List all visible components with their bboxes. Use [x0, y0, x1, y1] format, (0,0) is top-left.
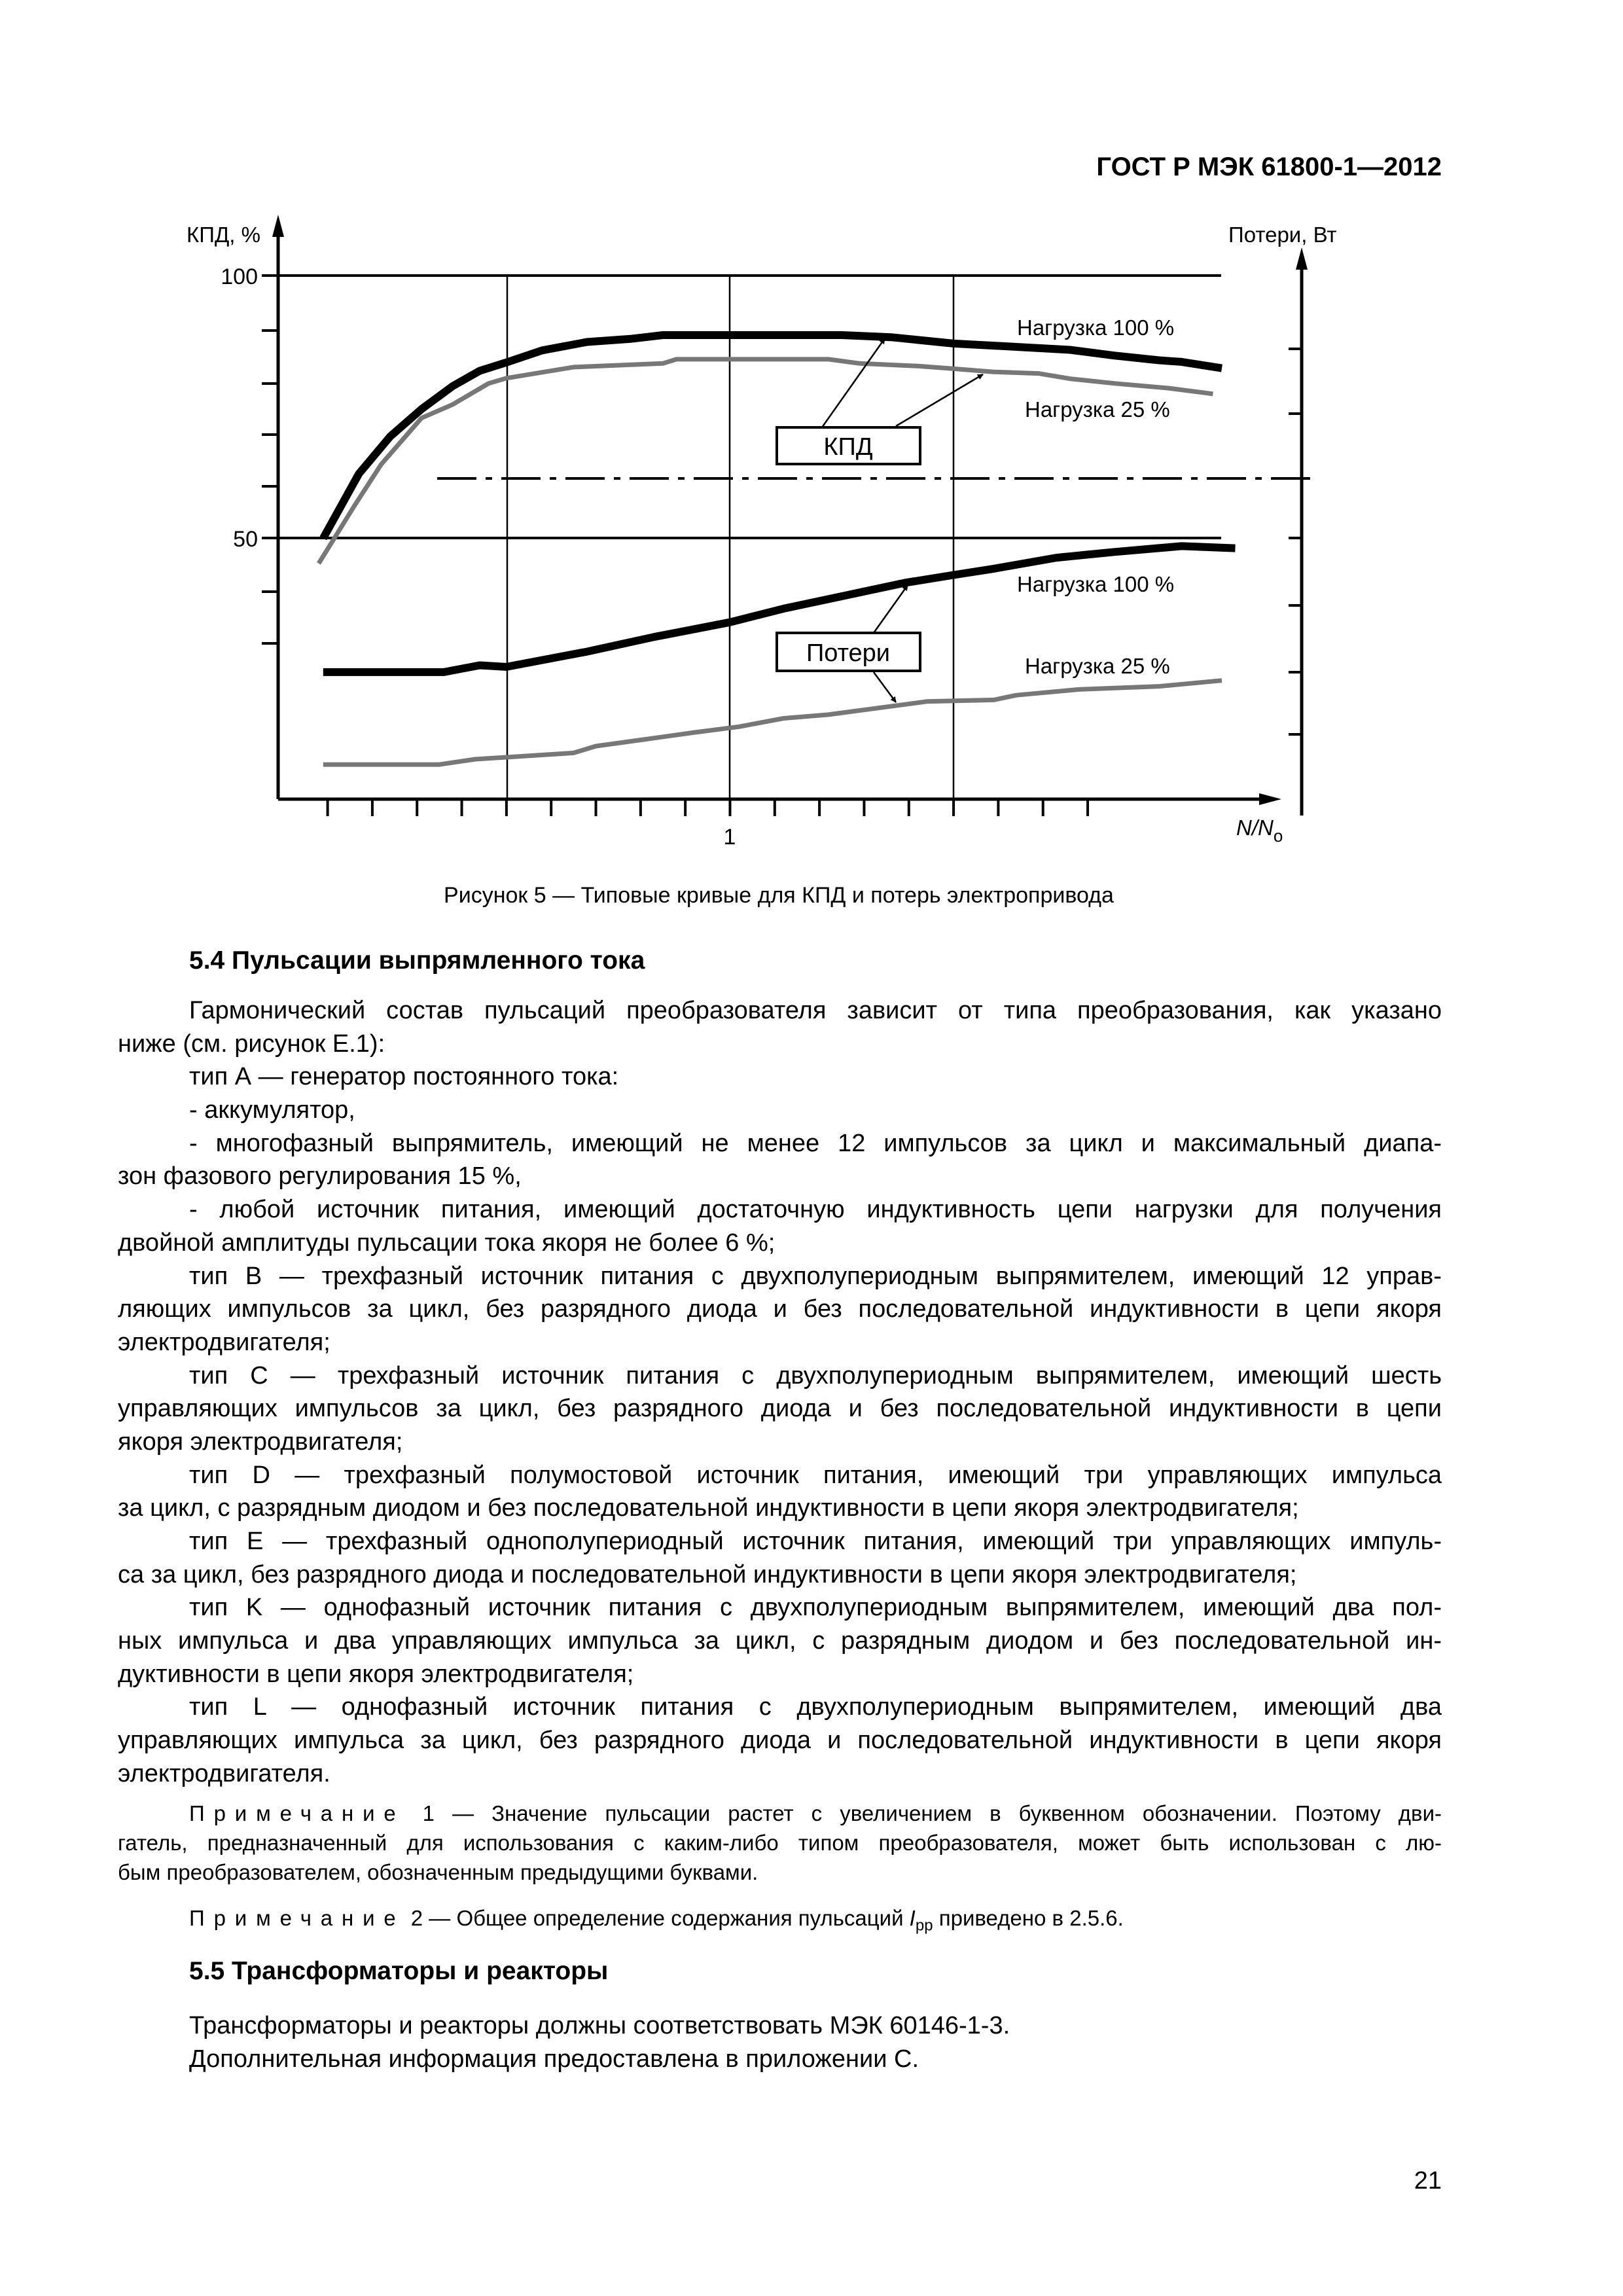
note-2-text: — Общее определение содержания пульсаций: [423, 1906, 910, 1930]
note-1-line: бым преобразователем, обозначенным преды…: [118, 1860, 758, 1884]
y-tick-label-100: 100: [221, 264, 258, 289]
paragraph-line: Дополнительная информация предоставлена …: [189, 2045, 919, 2073]
paragraph-line: тип А — генератор постоянного тока:: [189, 1063, 619, 1091]
note-2-symbol-sub: pp: [915, 1916, 933, 1935]
paragraph-line: электродвигателя.: [118, 1759, 330, 1787]
paragraph-line: ниже (см. рисунок Е.1):: [118, 1030, 385, 1058]
paragraph-line: электродвигателя;: [118, 1328, 330, 1356]
paragraph-line: ных импульса и два управляющих импульса …: [118, 1627, 1442, 1655]
series-efficiency-25-line: [317, 357, 1213, 565]
document-id-header: ГОСТ Р МЭК 61800-1—2012: [1096, 152, 1442, 181]
paragraph-line: тип С — трехфазный источник питания с дв…: [189, 1361, 1442, 1390]
efficiency-losses-chart: КПД, % Потери, Вт 100 50 1 N/No Нагрузка…: [187, 215, 1337, 850]
label-efficiency-25: Нагрузка 25 %: [1025, 397, 1170, 422]
y-tick-label-50: 50: [233, 527, 258, 552]
paragraph-line: якоря электродвигателя;: [118, 1427, 403, 1456]
paragraph-line: двойной амплитуды пульсации тока якоря н…: [118, 1229, 776, 1257]
x-axis-label: N/No: [1236, 816, 1283, 846]
paragraph-line: тип D — трехфазный полумостовой источник…: [189, 1461, 1442, 1489]
efficiency-box: [776, 426, 921, 465]
efficiency-box-label: КПД: [823, 433, 872, 461]
curves: [317, 331, 1236, 767]
note-1-number: 1: [422, 1801, 435, 1825]
arrow-losses-100: [872, 584, 909, 634]
y-axis-right-arrow: [1296, 247, 1308, 270]
series-efficiency-100-line: [319, 331, 1222, 541]
ticks: [262, 329, 1302, 816]
section-5-4-body: Гармонический состав пульсаций преобразо…: [118, 994, 1442, 1791]
losses-box: [776, 632, 921, 672]
note-1-label: Примечание: [189, 1801, 405, 1825]
note-1-line: Примечание 1 — Значение пульсации растет…: [118, 1799, 1442, 1828]
series-losses-25-line: [323, 678, 1222, 767]
note-2-symbol: I: [909, 1906, 916, 1930]
arrow-efficiency-25: [895, 373, 984, 427]
paragraph-line: - многофазный выпрямитель, имеющий не ме…: [189, 1129, 1442, 1157]
note-2-label: Примечание: [189, 1906, 405, 1930]
losses-box-label: Потери: [806, 639, 890, 667]
note-2-text-after: приведено в 2.5.6.: [933, 1906, 1124, 1930]
paragraph-line: управляющих импульсов за цикл, без разря…: [118, 1395, 1442, 1423]
x-axis-arrow: [1259, 793, 1281, 805]
grid: [262, 274, 1315, 799]
paragraph-line: Гармонический состав пульсаций преобразо…: [189, 997, 1442, 1024]
annotations: Нагрузка 100 % Нагрузка 25 % Нагрузка 10…: [776, 315, 1174, 703]
page-number: 21: [1414, 2167, 1442, 2195]
paragraph-line: - аккумулятор,: [189, 1096, 355, 1124]
figure-caption: Рисунок 5 — Типовые кривые для КПД и пот…: [444, 883, 1114, 908]
label-efficiency-100: Нагрузка 100 %: [1017, 315, 1174, 340]
y-axis-left-label: КПД, %: [187, 223, 260, 247]
note-2-number: 2: [410, 1906, 423, 1930]
label-losses-25: Нагрузка 25 %: [1025, 654, 1170, 678]
section-5-5-body: Трансформаторы и реакторы должны соответ…: [118, 2009, 1442, 2075]
note-2: Примечание 2 — Общее определение содержа…: [118, 1903, 1442, 1941]
label-losses-100: Нагрузка 100 %: [1017, 572, 1174, 596]
x-tick-label-1: 1: [724, 825, 736, 850]
paragraph-line: тип L — однофазный источник питания с дв…: [189, 1693, 1442, 1721]
axes: [272, 215, 1308, 816]
note-1: Примечание 1 — Значение пульсации растет…: [118, 1799, 1442, 1887]
note-1-text: — Значение пульсации растет с увеличение…: [452, 1801, 1442, 1825]
paragraph-line: ляющих импульсов за цикл, без разрядного…: [118, 1295, 1442, 1323]
section-5-4-heading: 5.4 Пульсации выпрямленного тока: [189, 946, 645, 975]
paragraph-line: Трансформаторы и реакторы должны соответ…: [189, 2012, 1010, 2039]
note-1-line: гатель, предназначенный для использовани…: [118, 1831, 1442, 1855]
paragraph-line: управляющих импульса за цикл, без разряд…: [118, 1727, 1442, 1755]
section-5-5-heading: 5.5 Трансформаторы и реакторы: [189, 1957, 609, 1985]
paragraph-line: тип В — трехфазный источник питания с дв…: [189, 1262, 1442, 1290]
paragraph-line: тип K — однофазный источник питания с дв…: [189, 1594, 1442, 1622]
paragraph-line: тип E — трехфазный однополупериодный ист…: [189, 1528, 1442, 1555]
notes: Примечание 1 — Значение пульсации растет…: [118, 1799, 1442, 1941]
series-losses-100-line: [323, 542, 1236, 676]
paragraph-line: дуктивности в цепи якоря электродвигател…: [118, 1660, 634, 1688]
arrow-efficiency-100: [821, 338, 886, 428]
arrow-losses-25: [872, 672, 897, 703]
paragraph-line: са за цикл, без разрядного диода и после…: [118, 1560, 1297, 1588]
paragraph-line: - любой источник питания, имеющий достат…: [189, 1196, 1442, 1224]
y-axis-left-arrow: [272, 215, 284, 237]
y-axis-right-label: Потери, Вт: [1228, 223, 1337, 247]
paragraph-line: за цикл, с разрядным диодом и без послед…: [118, 1494, 1299, 1522]
paragraph-line: зон фазового регулирования 15 %,: [118, 1162, 522, 1191]
